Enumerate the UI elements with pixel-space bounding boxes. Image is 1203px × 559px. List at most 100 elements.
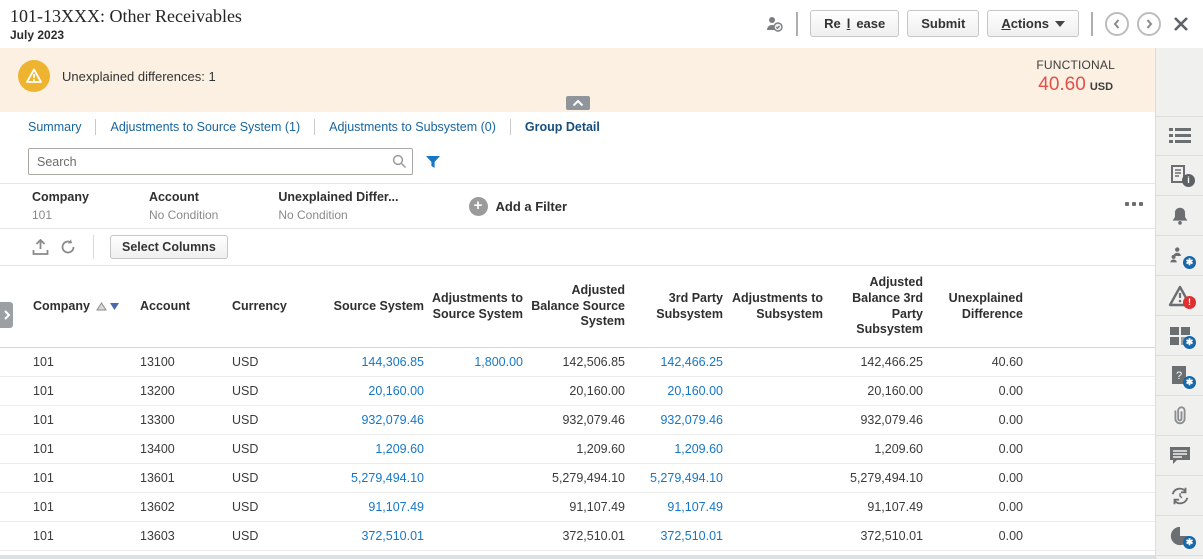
right-rail: i ✱ ! <box>1155 48 1203 559</box>
table-row[interactable]: 10113400USD1,209.601,209.601,209.601,209… <box>0 435 1155 464</box>
column-header-third-party-subsystem[interactable]: 3rd Party Subsystem <box>625 291 723 322</box>
close-icon[interactable] <box>1173 16 1189 32</box>
cell-third_party[interactable]: 142,466.25 <box>625 355 723 369</box>
workflow-users-icon[interactable]: ✱ <box>1156 236 1203 276</box>
cell-adj_bal_source: 932,079.46 <box>523 413 625 427</box>
comments-icon[interactable] <box>1156 436 1203 476</box>
tab-group-detail[interactable]: Group Detail <box>511 120 614 134</box>
prior-reconciliations-icon[interactable] <box>1156 476 1203 516</box>
cell-source_system[interactable]: 91,107.49 <box>332 500 424 514</box>
cell-company: 101 <box>33 413 140 427</box>
export-icon[interactable] <box>32 239 49 256</box>
filter-value: No Condition <box>149 208 218 222</box>
column-header-adjusted-balance-source[interactable]: Adjusted Balance Source System <box>523 283 625 330</box>
cell-unexplained: 0.00 <box>923 442 1023 456</box>
cell-unexplained: 0.00 <box>923 471 1023 485</box>
previous-button[interactable] <box>1105 12 1129 36</box>
filter-chip-company[interactable]: Company 101 <box>32 190 89 222</box>
cell-currency: USD <box>232 442 332 456</box>
table-row[interactable]: 10113603USD372,510.01372,510.01372,510.0… <box>0 522 1155 551</box>
cell-source_system[interactable]: 20,160.00 <box>332 384 424 398</box>
column-header-adjustments-source[interactable]: Adjustments to Source System <box>424 291 523 322</box>
sort-icons[interactable] <box>96 302 120 311</box>
table-row[interactable]: 10113602USD91,107.4991,107.4991,107.4991… <box>0 493 1155 522</box>
column-header-label: Company <box>33 299 90 315</box>
time-pie-icon[interactable]: ✱ <box>1156 516 1203 556</box>
warnings-triangle-icon[interactable]: ! <box>1156 276 1203 316</box>
column-header-account[interactable]: Account <box>140 299 232 315</box>
warning-banner: Unexplained differences: 1 FUNCTIONAL 40… <box>0 48 1155 112</box>
actions-button[interactable]: Actions <box>987 10 1079 37</box>
table-row[interactable]: 10113300USD932,079.46932,079.46932,079.4… <box>0 406 1155 435</box>
cell-source_system[interactable]: 1,209.60 <box>332 442 424 456</box>
column-header-currency[interactable]: Currency <box>232 299 332 315</box>
attachments-paperclip-icon[interactable] <box>1156 396 1203 436</box>
filter-value: No Condition <box>278 208 398 222</box>
cell-adj_bal_third: 142,466.25 <box>823 355 923 369</box>
cell-currency: USD <box>232 529 332 543</box>
search-input[interactable] <box>28 148 413 175</box>
warnings-badge: ! <box>1183 296 1196 309</box>
properties-list-icon[interactable] <box>1156 116 1203 156</box>
header-controls: Release Submit Actions <box>764 0 1203 37</box>
sort-ascending-icon <box>96 302 107 311</box>
cell-third_party[interactable]: 1,209.60 <box>625 442 723 456</box>
horizontal-scrollbar[interactable] <box>0 555 1155 559</box>
refresh-icon[interactable] <box>59 238 77 256</box>
svg-text:?: ? <box>1176 370 1182 382</box>
cell-source_system[interactable]: 144,306.85 <box>332 355 424 369</box>
cell-third_party[interactable]: 91,107.49 <box>625 500 723 514</box>
cell-third_party[interactable]: 20,160.00 <box>625 384 723 398</box>
chevron-down-icon <box>1055 21 1065 27</box>
cell-adj_bal_third: 91,107.49 <box>823 500 923 514</box>
search-icon <box>392 154 407 169</box>
alerts-bell-icon[interactable] <box>1156 196 1203 236</box>
cell-unexplained: 40.60 <box>923 355 1023 369</box>
cell-adj_source_system[interactable]: 1,800.00 <box>424 355 523 369</box>
expand-panel-handle[interactable] <box>0 302 13 328</box>
summary-badge: ✱ <box>1183 336 1196 349</box>
reconciliation-page: 101-13XXX: Other Receivables July 2023 R… <box>0 0 1203 559</box>
add-filter-button[interactable]: + Add a Filter <box>469 197 568 216</box>
tab-adjustments-subsystem[interactable]: Adjustments to Subsystem (0) <box>315 120 510 134</box>
cell-third_party[interactable]: 5,279,494.10 <box>625 471 723 485</box>
column-header-company[interactable]: Company <box>33 299 140 315</box>
cell-source_system[interactable]: 372,510.01 <box>332 529 424 543</box>
column-header-source-system[interactable]: Source System <box>332 299 424 315</box>
next-button[interactable] <box>1137 12 1161 36</box>
cell-third_party[interactable]: 932,079.46 <box>625 413 723 427</box>
overflow-menu-icon[interactable] <box>1125 202 1143 206</box>
cell-company: 101 <box>33 384 140 398</box>
cell-source_system[interactable]: 932,079.46 <box>332 413 424 427</box>
filter-name: Company <box>32 190 89 204</box>
filter-value: 101 <box>32 208 89 222</box>
assignee-user-icon[interactable] <box>764 14 784 34</box>
actions-button-label: Actions <box>1001 16 1049 31</box>
cell-adj_bal_source: 142,506.85 <box>523 355 625 369</box>
submit-button[interactable]: Submit <box>907 10 979 37</box>
filter-chip-unexplained-difference[interactable]: Unexplained Differ... No Condition <box>278 190 398 222</box>
table-row[interactable]: 10113100USD144,306.851,800.00142,506.851… <box>0 348 1155 377</box>
table-row[interactable]: 10113601USD5,279,494.105,279,494.105,279… <box>0 464 1155 493</box>
column-header-adjustments-subsystem[interactable]: Adjustments to Subsystem <box>723 291 823 322</box>
cell-source_system[interactable]: 5,279,494.10 <box>332 471 424 485</box>
app-header: 101-13XXX: Other Receivables July 2023 R… <box>0 0 1203 48</box>
select-columns-button[interactable]: Select Columns <box>110 235 228 259</box>
instructions-icon[interactable]: i <box>1156 156 1203 196</box>
cell-account: 13400 <box>140 442 232 456</box>
release-button[interactable]: Release <box>810 10 899 37</box>
filter-chip-account[interactable]: Account No Condition <box>149 190 218 222</box>
collapse-banner-button[interactable] <box>566 96 590 110</box>
column-header-adjusted-balance-third-party[interactable]: Adjusted Balance 3rd Party Subsystem <box>823 275 923 338</box>
column-header-unexplained-difference[interactable]: Unexplained Difference <box>923 291 1023 322</box>
tab-adjustments-source-system[interactable]: Adjustments to Source System (1) <box>96 120 314 134</box>
rail-cells: i ✱ ! <box>1156 116 1203 556</box>
table-body: 10113100USD144,306.851,800.00142,506.851… <box>0 348 1155 551</box>
filter-funnel-icon[interactable] <box>425 154 441 170</box>
cell-currency: USD <box>232 471 332 485</box>
summary-cards-icon[interactable]: ✱ <box>1156 316 1203 356</box>
cell-third_party[interactable]: 372,510.01 <box>625 529 723 543</box>
questionnaire-icon[interactable]: ? ✱ <box>1156 356 1203 396</box>
tab-summary[interactable]: Summary <box>28 120 95 134</box>
table-row[interactable]: 10113200USD20,160.0020,160.0020,160.0020… <box>0 377 1155 406</box>
